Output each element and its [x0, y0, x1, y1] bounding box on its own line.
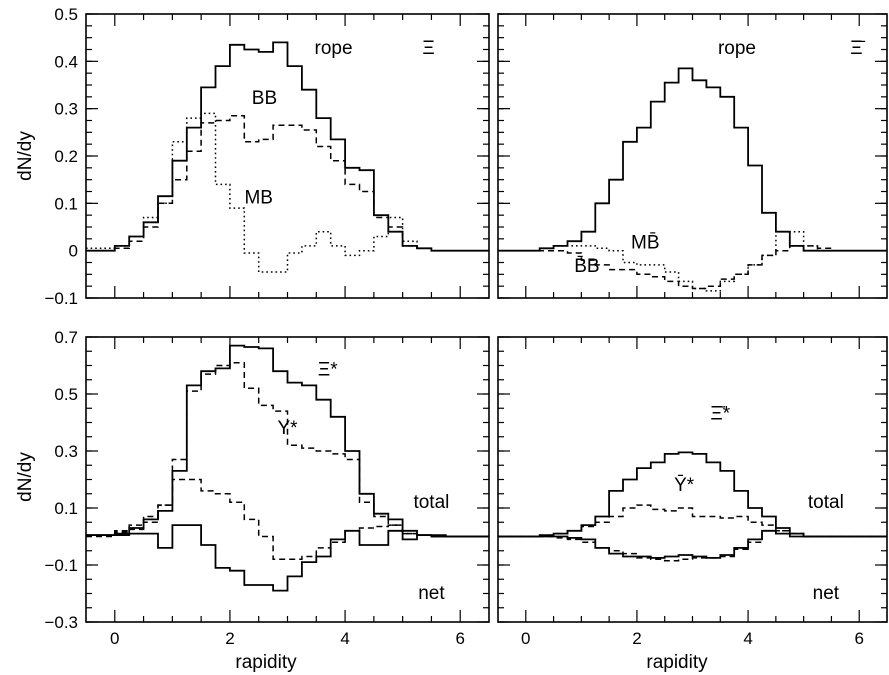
y-tick-label: 0.3: [54, 100, 78, 119]
annotation-bottom-left-0: Ξ*: [318, 359, 338, 380]
y-tick-label: 0: [69, 242, 78, 261]
y-tick-label: 0.4: [54, 52, 78, 71]
annotation-top-left-2: MB: [244, 187, 273, 208]
panel-top-left: −0.1 0 0.1 0.2 0.3 0.4 0.5 rope BB MB Ξ: [44, 5, 490, 308]
series-MB: [86, 112, 489, 273]
x-axis-label-right: rapidity: [646, 652, 708, 673]
y-tick-label: −0.1: [44, 556, 78, 575]
annotation-top-right-2: B̄B: [574, 256, 599, 277]
y-tick-label: 0.5: [54, 5, 78, 24]
y-tick-label: −0.1: [44, 289, 78, 308]
x-tick-label: 6: [854, 629, 863, 648]
series-rope: [86, 41, 489, 252]
y-tick-label: 0.1: [54, 499, 78, 518]
x-tick-label: 4: [340, 629, 349, 648]
annotation-bottom-left-3: net: [418, 583, 445, 604]
y-tick-label: −0.3: [44, 613, 78, 632]
x-tick-label: 6: [455, 629, 464, 648]
y-tick-label: 0.7: [54, 328, 78, 347]
annotation-bottom-right-3: net: [813, 583, 840, 604]
series-BB: [86, 115, 489, 252]
y-tick-label: 0.1: [54, 194, 78, 213]
series-Xi-total: [86, 344, 489, 538]
y-tick-label: 0.2: [54, 147, 78, 166]
annotation-bottom-left-2: total: [413, 492, 449, 513]
panel-frame: [497, 13, 888, 299]
y-axis-label-top: dN/dy: [15, 131, 36, 181]
x-tick-label: 0: [521, 629, 530, 648]
panel-bottom-left: −0.3 −0.1 0.1 0.3 0.5 0.7 0 2 4 6 Ξ* Y* total net: [44, 328, 490, 648]
annotation-top-left-3: Ξ: [422, 38, 434, 59]
series-Y-net: [86, 478, 489, 561]
annotation-top-right-3: Ξ̄: [850, 38, 865, 59]
x-tick-label: 0: [110, 629, 119, 648]
series-MB: [498, 230, 887, 292]
panel-top-right: rope MB̄ B̄B Ξ̄: [497, 13, 888, 299]
y-axis-label-bottom: dN/dy: [15, 452, 36, 502]
annotation-bottom-right-1: Ȳ*: [674, 475, 695, 496]
annotation-top-left-1: BB: [252, 88, 277, 109]
series-Xi-net: [498, 529, 887, 559]
x-tick-label: 4: [743, 629, 752, 648]
y-tick-label: 0.5: [54, 385, 78, 404]
annotation-bottom-right-2: total: [808, 492, 844, 513]
annotation-top-right-1: MB̄: [631, 232, 660, 253]
series-BB: [498, 245, 887, 290]
x-axis-label-left: rapidity: [235, 652, 297, 673]
panel-bottom-right: 0 2 4 6 Ξ̄* Ȳ* total net: [497, 336, 888, 648]
annotation-top-right-0: rope: [718, 38, 756, 59]
x-tick-label: 2: [225, 629, 234, 648]
x-tick-label: 2: [632, 629, 641, 648]
annotation-bottom-right-0: Ξ̄*: [710, 404, 730, 425]
annotation-top-left-0: rope: [315, 38, 353, 59]
series-Y-total: [498, 504, 887, 538]
y-tick-label: 0.3: [54, 442, 78, 461]
series-Xi-net: [86, 524, 489, 592]
series-rope: [498, 67, 887, 252]
annotation-bottom-left-1: Y*: [277, 418, 298, 439]
series-Y-net: [498, 530, 887, 562]
